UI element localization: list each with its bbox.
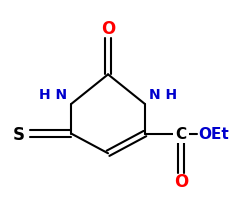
Text: O: O xyxy=(174,172,188,190)
Text: OEt: OEt xyxy=(198,126,229,141)
Text: H N: H N xyxy=(39,88,67,102)
Text: O: O xyxy=(101,20,115,38)
Text: C: C xyxy=(175,126,186,141)
Text: S: S xyxy=(13,125,25,143)
Text: N H: N H xyxy=(149,88,177,102)
